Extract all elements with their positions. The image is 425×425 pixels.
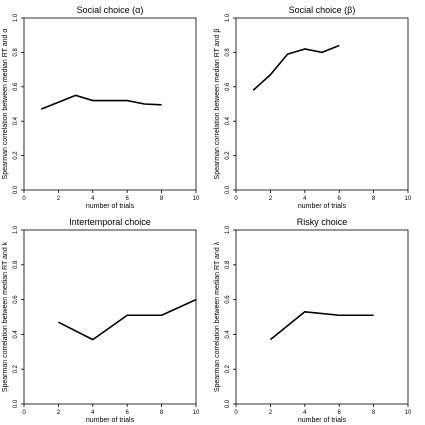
x-tick-label: 4 [91,196,95,202]
y-tick-label: 0.6 [13,82,19,91]
y-tick-label: 0.2 [225,364,231,373]
x-tick-label: 2 [269,196,273,202]
series-line-1 [58,298,197,341]
x-tick-label: 4 [91,410,95,416]
y-tick-label: 0.0 [225,399,231,408]
plot-frame [235,229,409,405]
x-axis-label: number of trials [86,203,135,210]
y-tick-label: 0.2 [13,364,19,373]
chart-title: Intertemporal choice [69,217,151,227]
chart-panel-3: Intertemporal choice 0 2 4 6 8 10 0.0 0.2 0.4 0.6 0… [2,217,200,424]
x-tick-label: 2 [269,410,273,416]
y-tick-label: 0.6 [225,295,231,304]
x-tick-label: 0 [22,410,26,416]
y-axis-label: Spearman correlation between median RT a… [214,29,221,180]
y-tick-label: 0.0 [225,185,231,194]
chart-title: Social choice (β) [289,5,356,15]
y-tick-label: 0.0 [13,185,19,194]
y-tick-label: 0.6 [225,82,231,91]
x-tick-label: 6 [338,196,342,202]
plot-frame [23,229,197,405]
y-tick-label: 1.0 [225,13,231,22]
y-tick-label: 0.8 [225,48,231,57]
y-tick-label: 0.8 [225,260,231,269]
chart-panel-2: Social choice (β) 0 2 4 6 8 10 0.0 0.2 0.4 0.6 0.8 1… [214,5,412,210]
x-tick-label: 2 [57,196,61,202]
chart-title: Risky choice [297,217,348,227]
y-axis-label: Spearman correlation between median RT a… [214,241,221,392]
x-tick-label: 8 [372,196,376,202]
x-axis-label: number of trials [86,417,135,424]
x-axis-label: number of trials [298,417,347,424]
x-tick-label: 0 [22,196,26,202]
x-tick-label: 10 [193,196,200,202]
y-tick-label: 0.4 [225,330,231,339]
y-tick-label: 0.2 [225,151,231,160]
x-tick-label: 10 [193,410,200,416]
y-tick-label: 0.4 [13,116,19,125]
series-line-1 [252,44,340,91]
x-tick-label: 10 [405,196,412,202]
x-axis-label: number of trials [298,203,347,210]
plot-frame [23,17,197,191]
x-tick-label: 6 [126,410,130,416]
x-tick-label: 0 [234,410,238,416]
y-tick-label: 0.0 [13,399,19,408]
chart-panel-1: Social choice (α) 0 2 4 6 8 10 0.0 0.2 0.4 0.6 0.8 1… [2,5,200,210]
y-tick-label: 0.8 [13,48,19,57]
chart-title: Social choice (α) [77,5,144,15]
y-tick-label: 0.6 [13,295,19,304]
series-line-1 [269,310,374,341]
y-tick-label: 1.0 [225,225,231,234]
y-axis-label: Spearman correlation between median RT a… [2,29,9,180]
y-tick-label: 0.4 [13,330,19,339]
x-tick-label: 8 [372,410,376,416]
y-tick-label: 0.4 [225,116,231,125]
x-tick-label: 6 [126,196,130,202]
x-tick-label: 8 [160,196,164,202]
series-line-1 [40,94,162,110]
x-tick-label: 10 [405,410,412,416]
y-tick-label: 0.8 [13,260,19,269]
y-tick-label: 0.2 [13,151,19,160]
x-tick-label: 2 [57,410,61,416]
x-tick-label: 4 [303,410,307,416]
x-tick-label: 0 [234,196,238,202]
chart-panel-4: Risky choice 0 2 4 6 8 10 0.0 0.2 0.4 0.6 0.8 1.0 num… [214,217,412,424]
y-axis-label: Spearman correlation between median RT a… [2,241,9,392]
x-tick-label: 8 [160,410,164,416]
y-tick-label: 1.0 [13,13,19,22]
x-tick-label: 4 [303,196,307,202]
plot-frame [235,17,409,191]
x-tick-label: 6 [338,410,342,416]
y-tick-label: 1.0 [13,225,19,234]
